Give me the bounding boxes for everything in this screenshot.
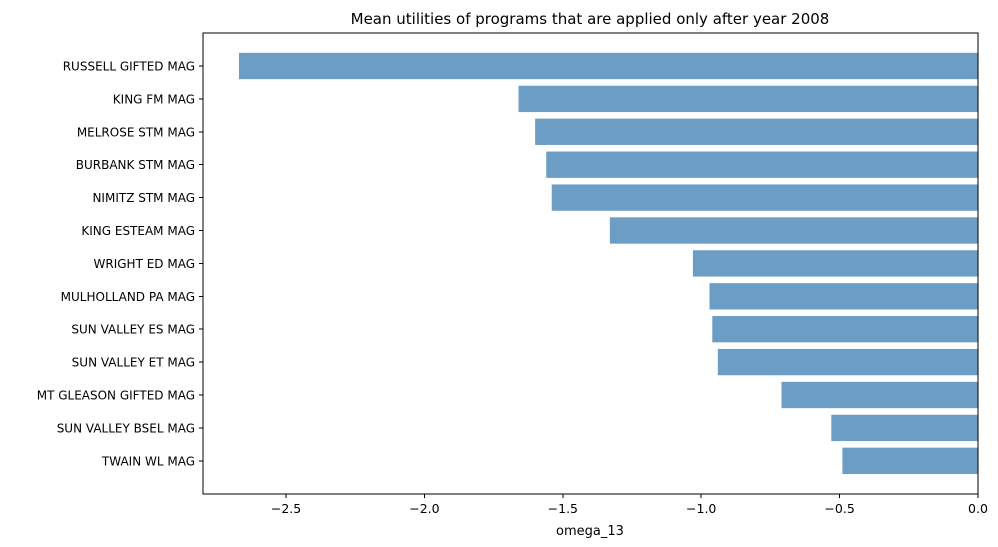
category-label: MT GLEASON GIFTED MAG	[37, 389, 195, 403]
bar	[717, 348, 978, 376]
category-label: BURBANK STM MAG	[76, 158, 195, 172]
category-label: TWAIN WL MAG	[101, 454, 195, 468]
category-label: SUN VALLEY ES MAG	[71, 323, 195, 337]
category-label: WRIGHT ED MAG	[94, 257, 196, 271]
category-label: SUN VALLEY BSEL MAG	[57, 421, 195, 435]
x-tick-label: −2.0	[409, 501, 439, 516]
bar	[518, 85, 978, 113]
chart-title: Mean utilities of programs that are appl…	[351, 10, 830, 28]
bars-group	[238, 52, 978, 474]
x-tick-label: −1.5	[548, 501, 578, 516]
x-axis-ticks: −2.5 −2.0 −1.5 −1.0 −0.5 0.0	[271, 494, 988, 516]
category-label: MELROSE STM MAG	[77, 125, 195, 139]
bar	[535, 118, 978, 145]
x-tick-label: −0.5	[824, 501, 854, 516]
x-tick-label: −1.0	[686, 501, 716, 516]
category-label: RUSSELL GIFTED MAG	[63, 60, 195, 74]
bar	[831, 414, 978, 442]
plot-frame	[202, 32, 979, 495]
bar	[781, 381, 978, 409]
category-label: KING ESTEAM MAG	[81, 224, 195, 238]
x-tick-label: −2.5	[271, 501, 301, 516]
x-axis-label: omega_13	[556, 524, 624, 539]
bar	[712, 316, 978, 343]
category-label: KING FM MAG	[113, 92, 195, 106]
bar	[546, 151, 978, 178]
x-tick-label: 0.0	[968, 501, 988, 516]
category-label: SUN VALLEY ET MAG	[72, 356, 195, 370]
bar	[609, 217, 978, 244]
category-labels: RUSSELL GIFTED MAG KING FM MAG MELROSE STM…	[37, 60, 203, 468]
bar	[551, 184, 978, 211]
bar	[842, 447, 978, 474]
bar	[238, 52, 978, 80]
category-label: MULHOLLAND PA MAG	[61, 290, 195, 304]
category-label: NIMITZ STM MAG	[92, 191, 195, 205]
bar	[692, 250, 978, 277]
bar	[709, 283, 978, 310]
